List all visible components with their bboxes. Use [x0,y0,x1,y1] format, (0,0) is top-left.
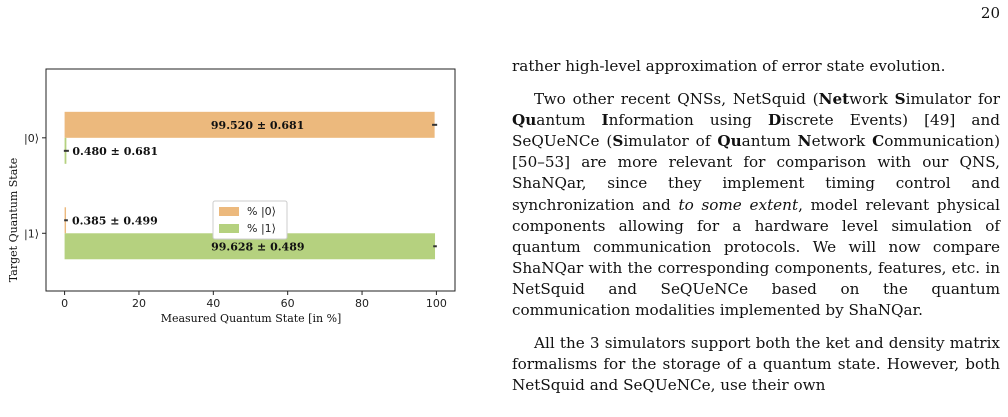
legend: % |0⟩ % |1⟩ [212,200,288,240]
x-tick-label: 60 [281,297,295,310]
acronym-bold: Qu [512,111,537,130]
bar-value-label: 0.480 ± 0.681 [72,145,158,158]
page-number: 20 [980,4,1000,22]
text-run: etwork [811,132,873,151]
acronym-bold: Net [818,90,850,109]
legend-label-1: % |1⟩ [247,222,276,235]
bar-value-label: 0.385 ± 0.499 [72,214,158,227]
y-axis-label: Target Quantum State [7,158,20,282]
acronym-bold: Qu [717,132,742,151]
plot-frame [45,68,456,292]
text-run: Two other recent QNSs, NetSquid ( [534,90,819,109]
text-run: imulator for [905,90,1001,109]
bar-measured-0-target-0 [64,111,435,138]
x-axis-label: Measured Quantum State [in %] [161,312,342,325]
legend-swatch-0 [219,207,239,216]
legend-swatch-1 [219,224,239,233]
text-run: ommunication) [50–53] are more relevant … [512,132,1001,214]
text-run: iscrete Events) [49] and SeQUeNCe ( [512,111,1000,151]
acronym-bold: D [767,111,782,130]
bar-value-label: 99.628 ± 0.489 [211,240,304,253]
body-text: rather high-level approximation of error… [512,56,1000,396]
text-run: , model relevant physical components all… [512,195,1000,320]
acronym-bold: N [797,132,812,151]
acronym-bold: I [601,111,609,130]
y-tick-label: |1⟩ [24,227,39,240]
x-tick-label: 100 [426,297,447,310]
acronym-bold: S [894,90,906,109]
x-tick-label: 20 [132,297,146,310]
x-tick-label: 80 [355,297,369,310]
text-run: nformation using [608,111,768,130]
x-tick-label: 0 [61,297,68,310]
legend-label-0: % |0⟩ [247,205,276,218]
emphasis-text: to some extent [678,195,799,214]
acronym-bold: S [612,132,624,151]
acronym-bold: C [872,132,885,151]
x-tick-label: 40 [206,297,220,310]
paragraph-formalisms: All the 3 simulators support both the ke… [512,334,1000,395]
text-run: imulator of [623,132,718,151]
bar-value-label: 99.520 ± 0.681 [211,119,304,132]
bar-chart: 99.520 ± 0.681 0.480 ± 0.681 0.385 ± 0.499… [7,68,456,325]
y-tick-label: |0⟩ [24,132,39,145]
text-run: antum [741,132,798,151]
paragraph-simulators: Two other recent QNSs, NetSquid (Network… [512,89,1000,321]
text-run: work [849,90,895,109]
paragraph-continued: rather high-level approximation of error… [512,57,946,75]
text-run: antum [536,111,602,130]
